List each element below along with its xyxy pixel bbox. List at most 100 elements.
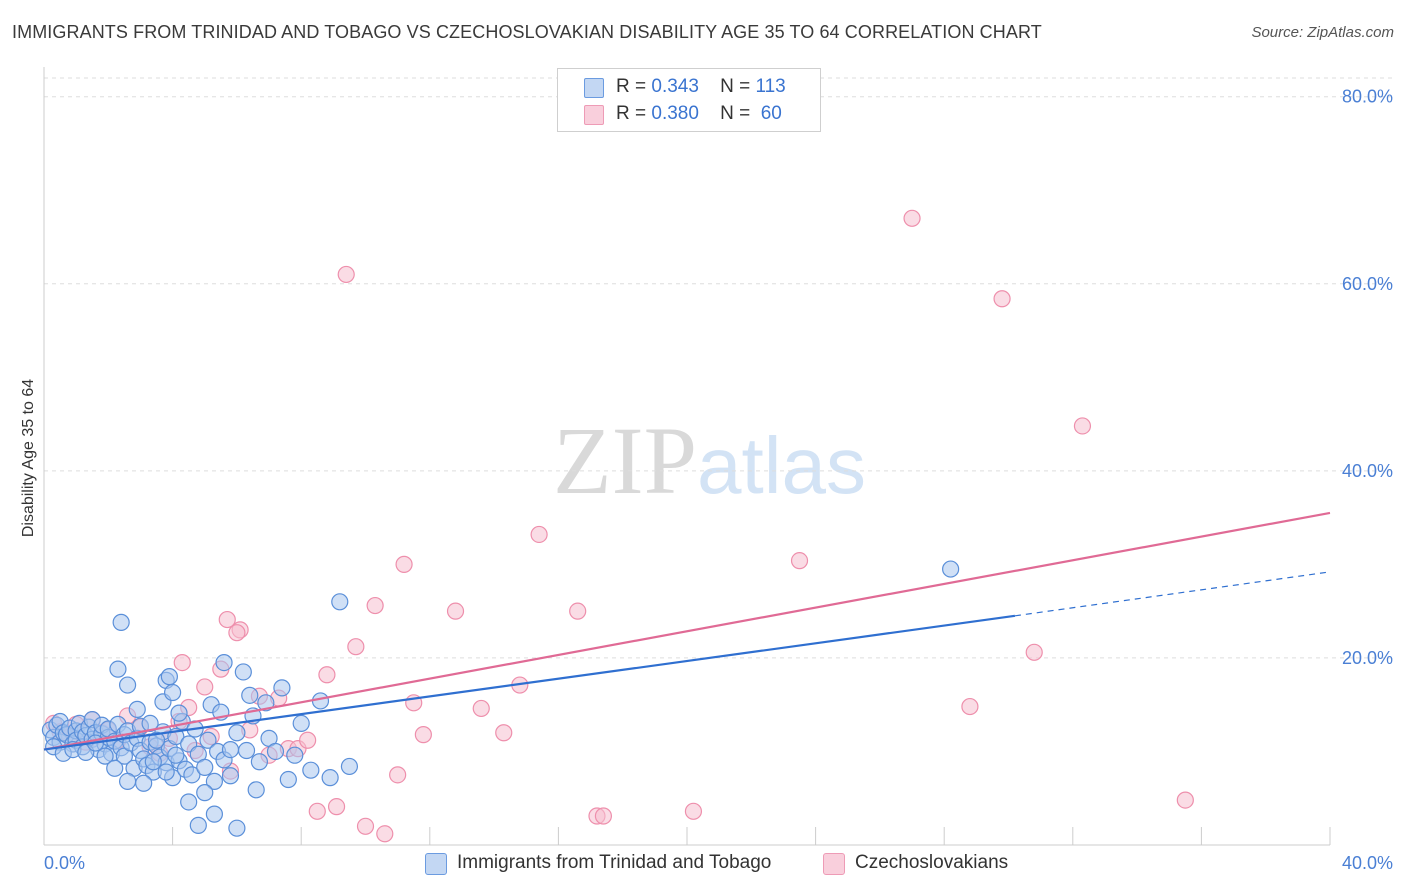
grid-layer [44, 77, 1392, 659]
data-point-trinidad [205, 805, 223, 823]
data-point-czechoslovakians [993, 290, 1011, 308]
data-point-trinidad [250, 753, 269, 771]
data-point-trinidad [228, 819, 246, 837]
legend-n-value: 60 [760, 103, 782, 124]
data-point-trinidad [247, 781, 265, 799]
legend-r-value: 0.380 [651, 103, 699, 124]
trendline-trinidad [43, 614, 1016, 751]
bottom-legend-label-czechoslovakians: Czechoslovakians [855, 852, 1009, 873]
data-point-czechoslovakians [196, 678, 214, 696]
legend-text-trinidad: R = 0.343 N = 113 [616, 76, 786, 98]
data-point-trinidad [135, 774, 153, 792]
x-tick-label: 40.0% [1342, 853, 1393, 873]
data-point-czechoslovakians [356, 817, 375, 835]
axis-layer [43, 67, 1331, 846]
data-point-trinidad [118, 676, 137, 694]
data-point-trinidad [160, 668, 178, 686]
watermark-zip: ZIP [553, 407, 697, 514]
data-point-trinidad [196, 784, 214, 802]
data-point-trinidad [128, 700, 146, 718]
data-point-czechoslovakians [366, 596, 384, 615]
data-point-trinidad [340, 757, 359, 776]
legend-r-value: 0.343 [651, 76, 699, 97]
data-point-trinidad [189, 816, 207, 834]
data-point-trinidad [311, 692, 330, 710]
data-point-czechoslovakians [376, 825, 394, 843]
data-point-czechoslovakians [299, 731, 317, 749]
stats-legend: R = 0.343 N = 113 R = 0.380 N = 60 [557, 68, 821, 132]
data-point-trinidad [237, 741, 256, 760]
data-point-czechoslovakians [318, 666, 336, 684]
chart-title: IMMIGRANTS FROM TRINIDAD AND TOBAGO VS C… [12, 22, 1042, 42]
data-point-czechoslovakians [414, 726, 432, 744]
y-tick-label: 60.0% [1342, 274, 1393, 294]
y-axis-label: Disability Age 35 to 64 [20, 379, 37, 537]
data-point-trinidad [141, 714, 159, 733]
legend-swatch-pink [584, 105, 604, 125]
data-point-trinidad [321, 769, 339, 787]
data-point-czechoslovakians [327, 798, 346, 816]
data-point-czechoslovakians [228, 624, 246, 642]
data-point-trinidad [180, 793, 198, 811]
legend-n-value: 113 [755, 76, 786, 97]
data-point-trinidad [273, 679, 291, 697]
data-point-czechoslovakians [903, 209, 921, 227]
data-point-trinidad [112, 613, 130, 631]
data-point-czechoslovakians [961, 697, 979, 716]
data-point-czechoslovakians [389, 766, 407, 784]
data-point-czechoslovakians [446, 602, 465, 620]
data-point-czechoslovakians [1073, 417, 1092, 435]
legend-text-czechoslovakians: R = 0.380 N = 60 [616, 103, 782, 125]
trendline-trinidad-extension [1014, 571, 1331, 617]
legend-n-label: N = [720, 76, 751, 97]
data-point-trinidad [234, 663, 252, 681]
data-point-czechoslovakians [173, 654, 191, 672]
data-point-trinidad [199, 731, 217, 749]
data-point-czechoslovakians [218, 610, 236, 629]
watermark: ZIPatlas [553, 405, 866, 516]
bottom-legend-label-trinidad: Immigrants from Trinidad and Tobago [457, 852, 772, 873]
legend-swatch-blue [584, 78, 604, 98]
watermark-atlas: atlas [697, 421, 866, 510]
data-point-trinidad [118, 772, 137, 790]
data-point-czechoslovakians [347, 638, 365, 656]
data-point-czechoslovakians [472, 699, 490, 718]
series-trinidad-points [41, 560, 960, 837]
data-point-trinidad [96, 747, 114, 765]
data-point-czechoslovakians [337, 265, 355, 284]
y-tick-label: 40.0% [1342, 461, 1393, 481]
data-point-trinidad [279, 770, 297, 789]
data-point-trinidad [205, 772, 223, 790]
data-point-trinidad [215, 654, 233, 672]
data-point-trinidad [144, 753, 162, 771]
y-tick-label: 20.0% [1342, 648, 1393, 668]
data-point-czechoslovakians [1176, 791, 1194, 809]
legend-r-label: R = [616, 76, 647, 97]
data-point-trinidad [170, 704, 188, 722]
data-point-trinidad [942, 560, 960, 578]
bottom-legend-swatch-pink [823, 853, 845, 875]
legend-r-label: R = [616, 103, 647, 124]
data-point-czechoslovakians [495, 724, 513, 742]
label-layer: 20.0% 40.0% 60.0% 80.0% 0.0% 40.0% Disability … [20, 87, 1393, 873]
data-point-trinidad [286, 746, 304, 764]
y-tick-label: 80.0% [1342, 87, 1393, 107]
data-point-trinidad [147, 731, 166, 749]
bottom-legend-swatch-blue [425, 853, 447, 875]
data-point-trinidad [228, 724, 246, 742]
data-point-czechoslovakians [395, 555, 413, 573]
data-point-czechoslovakians [594, 807, 613, 825]
data-point-czechoslovakians [684, 802, 703, 820]
data-point-czechoslovakians [790, 552, 809, 570]
data-point-trinidad [331, 593, 349, 611]
x-tick-label: 0.0% [44, 853, 85, 873]
data-point-trinidad [106, 759, 124, 777]
trend-layer [43, 511, 1331, 751]
data-point-trinidad [164, 683, 182, 702]
data-point-trinidad [196, 758, 214, 776]
data-point-trinidad [302, 761, 320, 779]
data-point-trinidad [292, 714, 310, 733]
data-point-trinidad [266, 742, 285, 761]
data-point-trinidad [221, 740, 240, 759]
